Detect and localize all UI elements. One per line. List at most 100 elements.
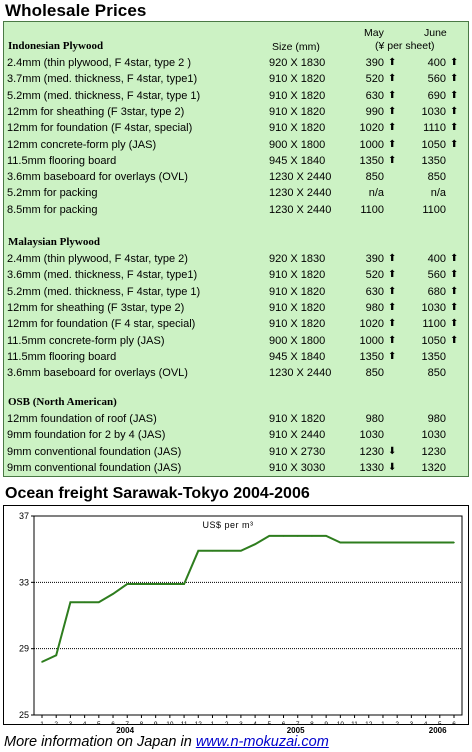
row-description: 2.4mm (thin plywood, F 4star, type 2 ): [7, 57, 192, 69]
row-size: 910 X 1820: [269, 73, 326, 86]
row-size: 900 X 1800: [269, 138, 326, 151]
col-header-june: June: [424, 27, 447, 39]
row-june-price: 1110: [423, 122, 446, 135]
row-may-price: 390: [365, 253, 384, 265]
data-point: [268, 535, 271, 537]
footer-link[interactable]: www.n-mokuzai.com: [195, 734, 329, 750]
price-up-arrow-icon: ⬆: [450, 269, 459, 281]
year-label: 2005: [286, 726, 305, 735]
price-up-arrow-icon: ⬆: [450, 105, 459, 117]
row-may-price: 520: [365, 269, 384, 282]
row-may-price: 1330: [359, 461, 384, 474]
price-up-arrow-icon: ⬆: [388, 350, 397, 362]
row-description: 3.7mm (med. thickness, F 4star, type1): [7, 73, 198, 86]
row-size: 1230 X 2440: [269, 367, 332, 380]
row-june-price: 1030: [421, 301, 446, 314]
row-may-price: 630: [365, 89, 384, 102]
price-up-arrow-icon: ⬆: [388, 285, 397, 297]
col-header-may: May: [364, 27, 384, 39]
row-size: 910 X 2440: [269, 429, 326, 442]
row-june-price: 850: [427, 171, 446, 184]
row-may-price: 1030: [359, 429, 384, 442]
col-header-unit: (¥ per sheet): [375, 40, 435, 52]
data-point: [368, 541, 370, 544]
row-june-price: 400: [427, 253, 446, 265]
data-point: [211, 550, 214, 552]
row-may-price: 1000: [359, 138, 384, 151]
row-may-price: 1000: [359, 334, 384, 347]
row-may-price: 1350: [359, 350, 384, 363]
row-description: 12mm foundation of roof (JAS): [7, 413, 157, 425]
y-tick-label: 25: [19, 710, 29, 720]
x-tick-label: 6: [452, 721, 456, 724]
y-tick-label: 37: [19, 511, 29, 521]
data-point: [453, 541, 455, 544]
price-up-arrow-icon: ⬆: [388, 334, 397, 346]
row-size: 1230 X 2440: [269, 187, 332, 200]
row-description: 3.6mm baseboard for overlays (OVL): [7, 367, 188, 380]
x-tick-label: 8: [140, 721, 144, 724]
data-point: [126, 583, 128, 585]
x-tick-label: 12: [195, 721, 203, 724]
data-point: [55, 654, 57, 657]
x-tick-label: 4: [424, 721, 428, 724]
x-tick-label: 2: [225, 721, 229, 724]
series-line: [41, 534, 454, 663]
row-description: 3.6mm baseboard for overlays (OVL): [7, 171, 188, 184]
price-up-arrow-icon: ⬆: [450, 301, 459, 313]
x-tick-label: 10: [166, 721, 174, 724]
data-point: [424, 541, 427, 544]
row-june-price: 1050: [421, 138, 446, 151]
data-point: [296, 535, 299, 537]
data-point: [325, 535, 327, 537]
data-point: [396, 541, 399, 544]
row-may-price: 850: [365, 171, 384, 184]
row-description: 9mm conventional foundation (JAS): [7, 445, 182, 458]
price-up-arrow-icon: ⬆: [388, 89, 397, 101]
y-tick-label: 29: [19, 644, 29, 654]
row-june-price: 1030: [421, 105, 446, 118]
row-may-price: 990: [365, 105, 384, 118]
row-size: 945 X 1840: [269, 154, 326, 167]
row-june-price: 1100: [422, 318, 446, 331]
price-up-arrow-icon: ⬆: [388, 105, 397, 117]
row-description: 11.5mm concrete-form ply (JAS): [7, 334, 165, 347]
price-up-arrow-icon: ⬆: [388, 138, 397, 150]
unit-label: US$ per m³: [202, 520, 253, 530]
price-up-arrow-icon: ⬆: [450, 253, 459, 264]
row-june-price: 560: [427, 73, 446, 86]
wholesale-price-table: May June Size (mm) (¥ per sheet) Indones…: [3, 21, 469, 477]
row-may-price: 980: [365, 413, 384, 425]
row-size: 910 X 1820: [269, 269, 326, 282]
footer-text: More information on Japan in: [4, 734, 196, 750]
row-june-price: 1350: [421, 350, 446, 363]
row-may-price: 520: [365, 73, 384, 86]
price-up-arrow-icon: ⬆: [388, 57, 397, 68]
data-point: [353, 541, 356, 544]
section-title: OSB (North American): [8, 396, 117, 408]
data-point: [183, 583, 185, 585]
x-tick-label: 1: [381, 721, 385, 724]
row-june-price: n/a: [430, 187, 446, 200]
row-description: 11.5mm flooring board: [7, 350, 117, 363]
section-title: Indonesian Plywood: [8, 40, 104, 52]
x-tick-label: 7: [125, 721, 129, 724]
price-up-arrow-icon: ⬆: [450, 285, 459, 297]
year-label: 2004: [116, 726, 135, 735]
row-june-price: 560: [427, 269, 446, 282]
row-description: 2.4mm (thin plywood, F 4star, type 2): [7, 253, 188, 265]
x-tick-label: 5: [438, 721, 442, 724]
row-description: 3.6mm (med. thickness, F 4star, type1): [7, 269, 198, 282]
row-size: 900 X 1800: [269, 334, 326, 347]
x-tick-label: 5: [97, 721, 101, 724]
row-june-price: 1320: [421, 461, 446, 474]
x-tick-label: 6: [111, 721, 115, 724]
price-up-arrow-icon: ⬆: [450, 57, 459, 68]
row-size: 945 X 1840: [269, 350, 326, 363]
data-point: [154, 583, 157, 585]
row-june-price: 1050: [421, 334, 446, 347]
row-may-price: 390: [365, 57, 384, 69]
row-description: 12mm for foundation (F 4star, special): [7, 122, 193, 135]
x-tick-label: 11: [181, 721, 188, 724]
price-up-arrow-icon: ⬆: [450, 89, 459, 101]
